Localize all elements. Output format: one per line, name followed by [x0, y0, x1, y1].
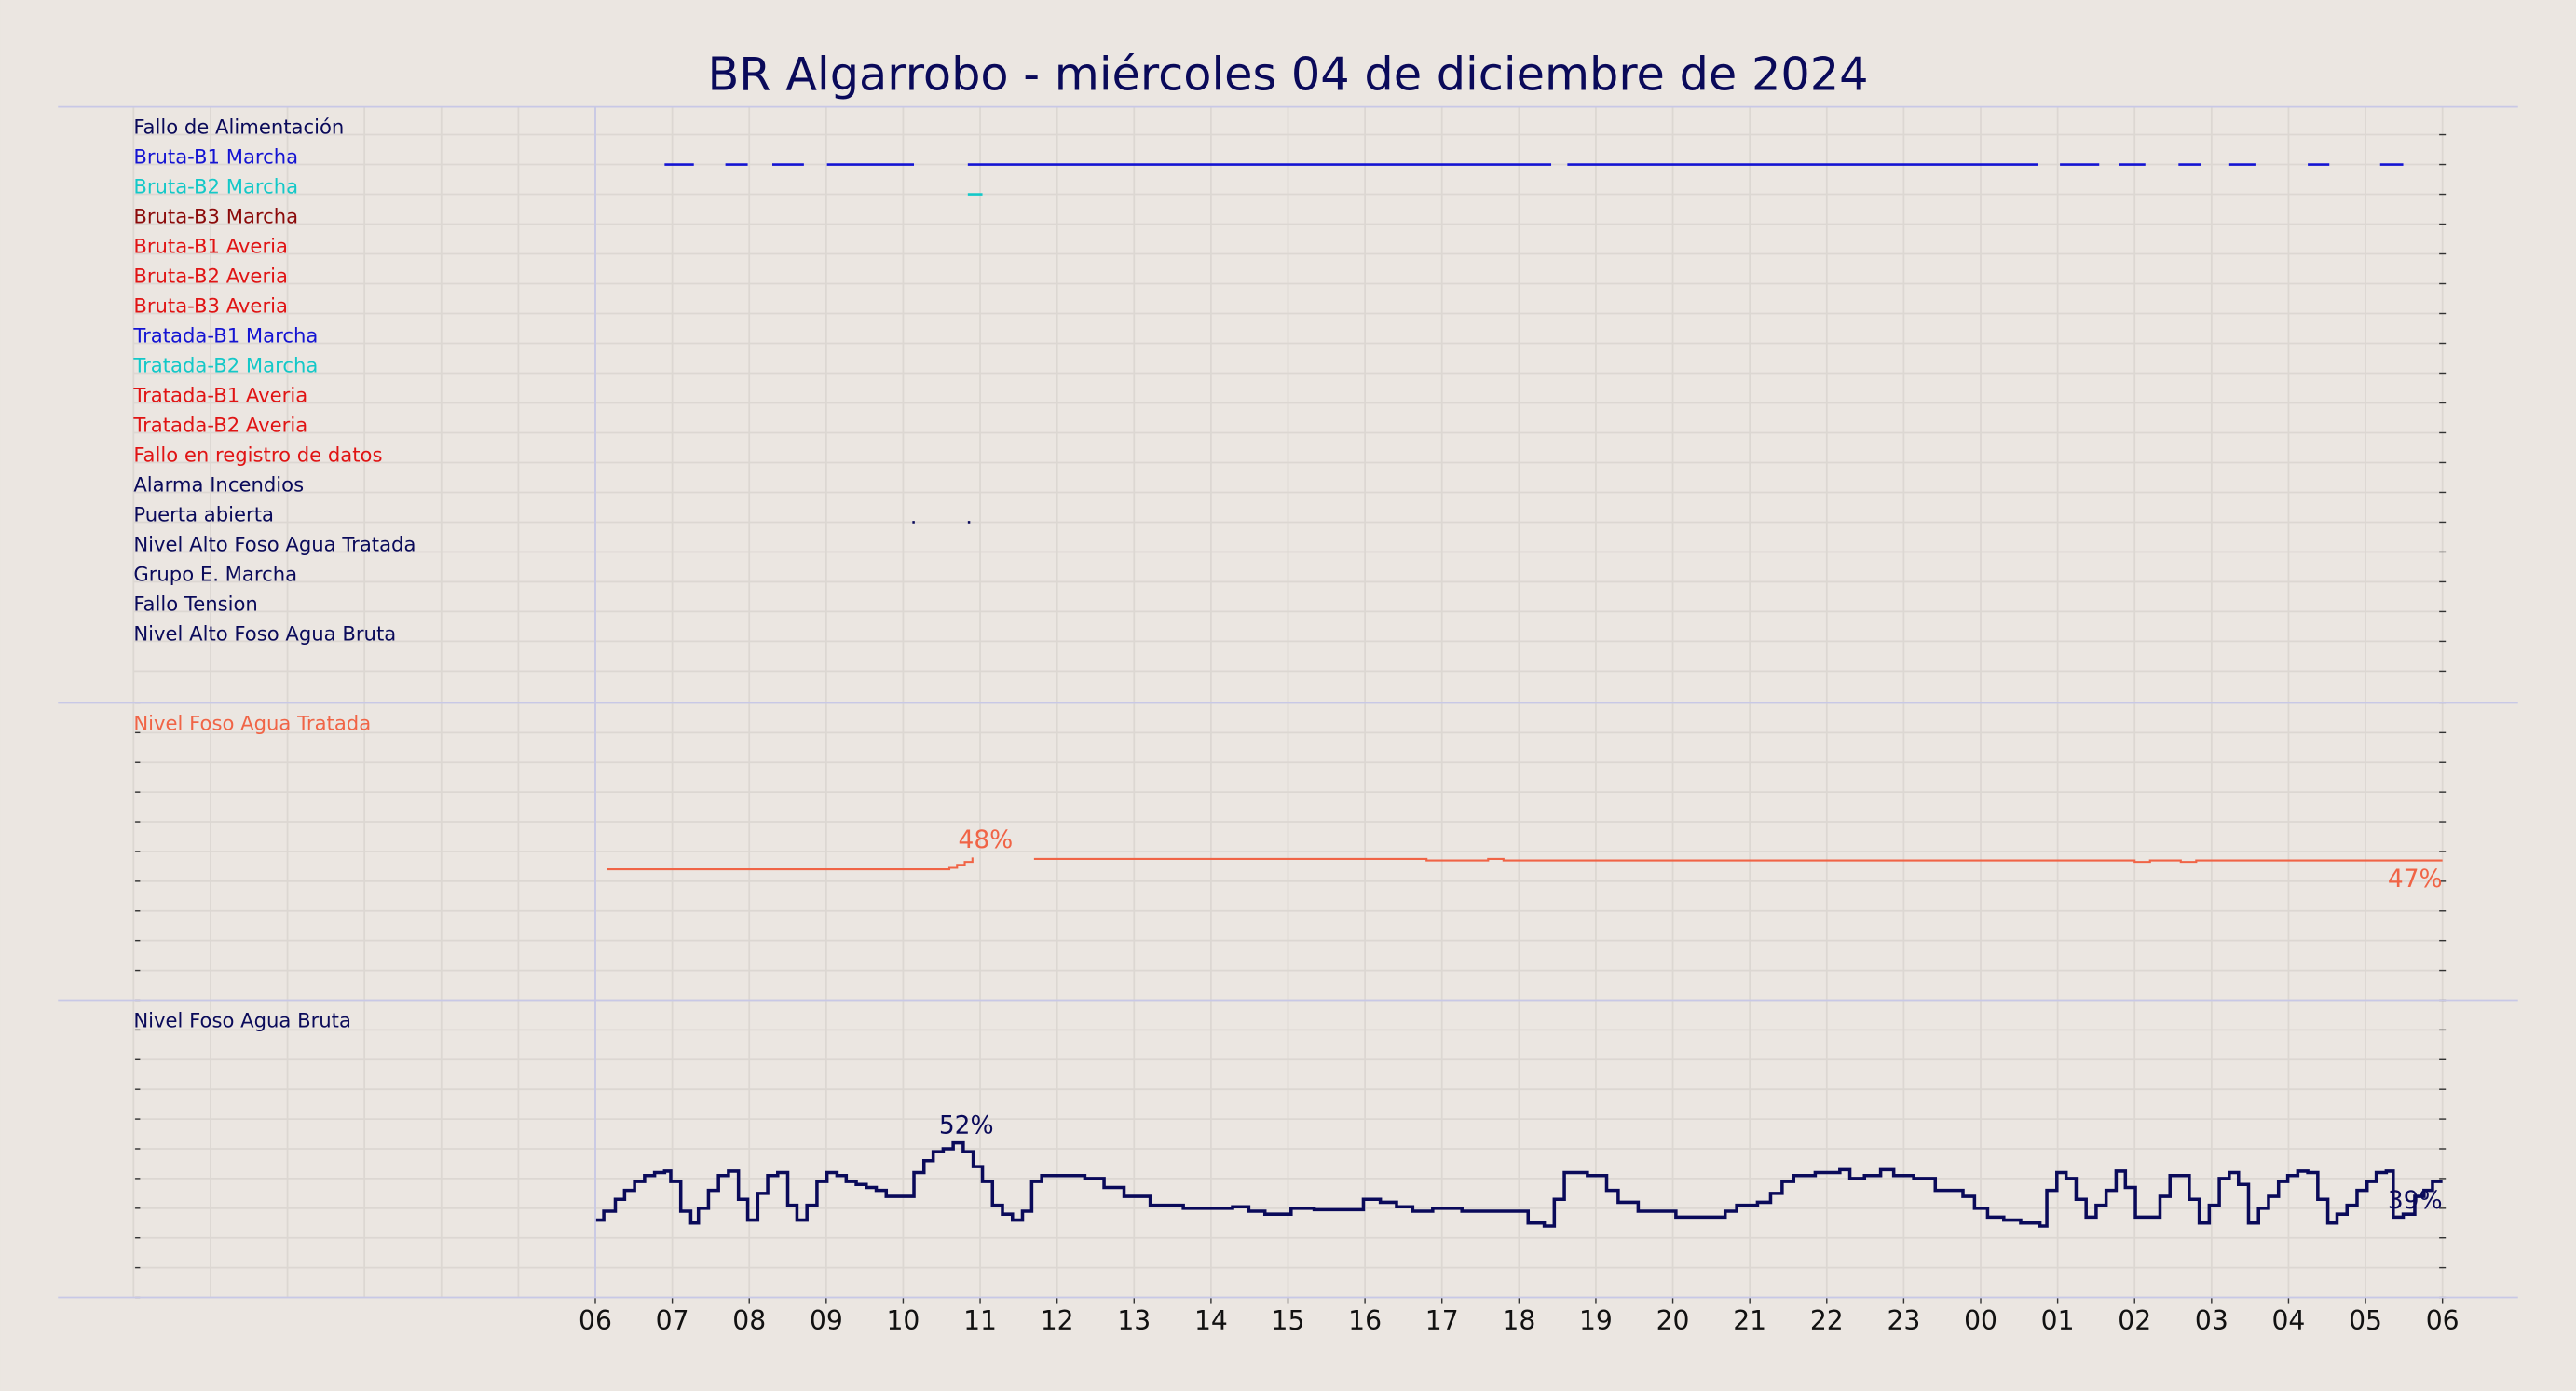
row-label: Alarma Incendios [133, 472, 304, 496]
x-tick-label: 23 [1887, 1305, 1920, 1336]
x-tick-label: 18 [1502, 1305, 1535, 1336]
annotation: 48% [959, 825, 1014, 854]
row-label: Bruta-B3 Averia [133, 293, 288, 317]
x-tick-label: 11 [963, 1305, 997, 1336]
series-label: Nivel Foso Agua Tratada [133, 711, 371, 734]
x-tick-label: 09 [810, 1305, 843, 1336]
row-label: Tratada-B1 Averia [132, 383, 307, 406]
x-tick-label: 19 [1579, 1305, 1613, 1336]
x-tick-label: 22 [1810, 1305, 1844, 1336]
row-label: Bruta-B2 Averia [133, 264, 288, 287]
x-tick-label: 15 [1272, 1305, 1305, 1336]
x-tick-label: 07 [656, 1305, 689, 1336]
x-tick-label: 10 [887, 1305, 920, 1336]
x-tick-label: 06 [579, 1305, 612, 1336]
x-tick-label: 05 [2349, 1305, 2382, 1336]
series-label: Nivel Foso Agua Bruta [133, 1008, 351, 1031]
row-label: Nivel Alto Foso Agua Tratada [133, 532, 416, 555]
x-tick-label: 21 [1733, 1305, 1766, 1336]
x-tick-label: 16 [1348, 1305, 1382, 1336]
row-label: Tratada-B2 Averia [132, 413, 307, 436]
annotation: 39% [2388, 1186, 2443, 1215]
x-tick-label: 20 [1656, 1305, 1690, 1336]
x-tick-label: 06 [2426, 1305, 2460, 1336]
row-label: Tratada-B1 Marcha [132, 323, 318, 347]
x-tick-label: 12 [1041, 1305, 1074, 1336]
x-tick-label: 13 [1117, 1305, 1151, 1336]
row-label: Bruta-B1 Marcha [133, 144, 298, 168]
annotation: 52% [939, 1111, 994, 1139]
row-label: Bruta-B1 Averia [133, 234, 288, 257]
row-label: Fallo Tension [133, 592, 258, 615]
step-line [607, 857, 2443, 871]
row-label: Bruta-B2 Marcha [133, 174, 298, 198]
x-tick-label: 17 [1425, 1305, 1459, 1336]
row-label: Nivel Alto Foso Agua Bruta [133, 621, 396, 645]
x-tick-label: 03 [2195, 1305, 2228, 1336]
row-label: Bruta-B3 Marcha [133, 204, 298, 227]
x-tick-label: 14 [1194, 1305, 1228, 1336]
x-tick-label: 00 [1964, 1305, 1997, 1336]
chart-title: BR Algarrobo - miércoles 04 de diciembre… [707, 47, 1868, 101]
x-tick-label: 04 [2272, 1305, 2306, 1336]
x-tick-label: 01 [2041, 1305, 2075, 1336]
row-label: Tratada-B2 Marcha [132, 353, 318, 376]
x-tick-label: 08 [732, 1305, 766, 1336]
annotation: 47% [2388, 865, 2443, 893]
step-line [594, 1140, 2443, 1228]
row-label: Puerta abierta [133, 502, 274, 525]
row-label: Grupo E. Marcha [133, 562, 297, 585]
x-tick-label: 02 [2118, 1305, 2151, 1336]
row-label: Fallo de Alimentación [133, 115, 344, 138]
row-label: Fallo en registro de datos [133, 443, 382, 466]
